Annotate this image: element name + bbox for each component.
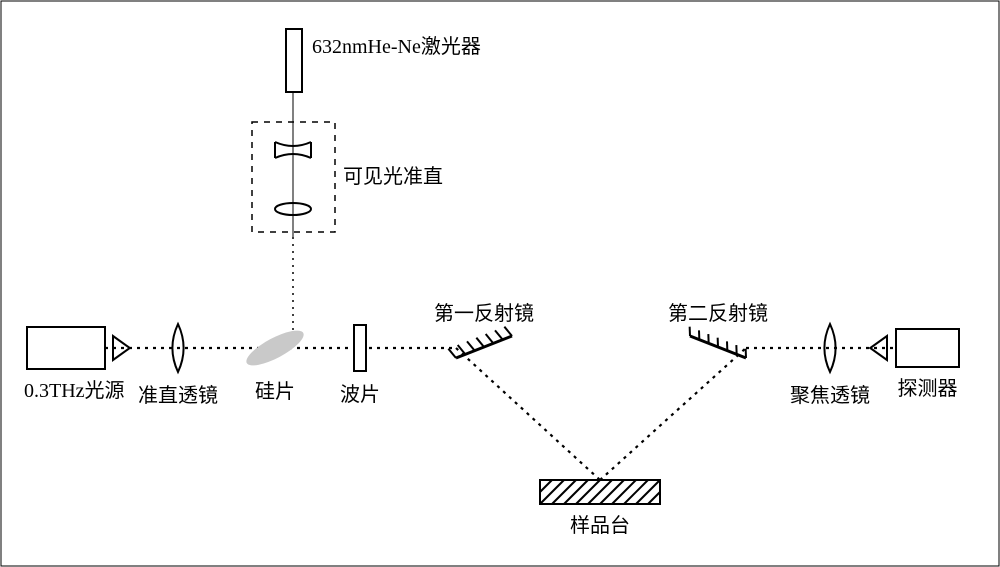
collimating-lens-label: 准直透镜 [138, 384, 218, 407]
sample-stage-label: 样品台 [570, 514, 630, 537]
thz-source-box [27, 327, 105, 369]
mirror-1 [448, 327, 512, 358]
thz-beam-1 [456, 348, 600, 480]
mirror-2 [690, 327, 746, 358]
focusing-lens-label: 聚焦透镜 [790, 384, 870, 407]
waveplate [354, 325, 366, 371]
detector-label: 探测器 [898, 377, 958, 400]
thz-source-label: 0.3THz光源 [24, 379, 125, 402]
laser-label: 632nmHe-Ne激光器 [312, 35, 481, 58]
mirror-2-label: 第二反射镜 [668, 302, 768, 325]
frame [1, 1, 999, 566]
sample-stage [540, 480, 660, 504]
detector-box [896, 329, 959, 367]
collimator-label: 可见光准直 [343, 165, 443, 188]
silicon-wafer-label: 硅片 [255, 380, 295, 403]
mirror-1-label: 第一反射镜 [434, 302, 534, 325]
laser-box [286, 29, 302, 92]
waveplate-label: 波片 [340, 383, 380, 406]
thz-beam-2 [600, 348, 746, 480]
